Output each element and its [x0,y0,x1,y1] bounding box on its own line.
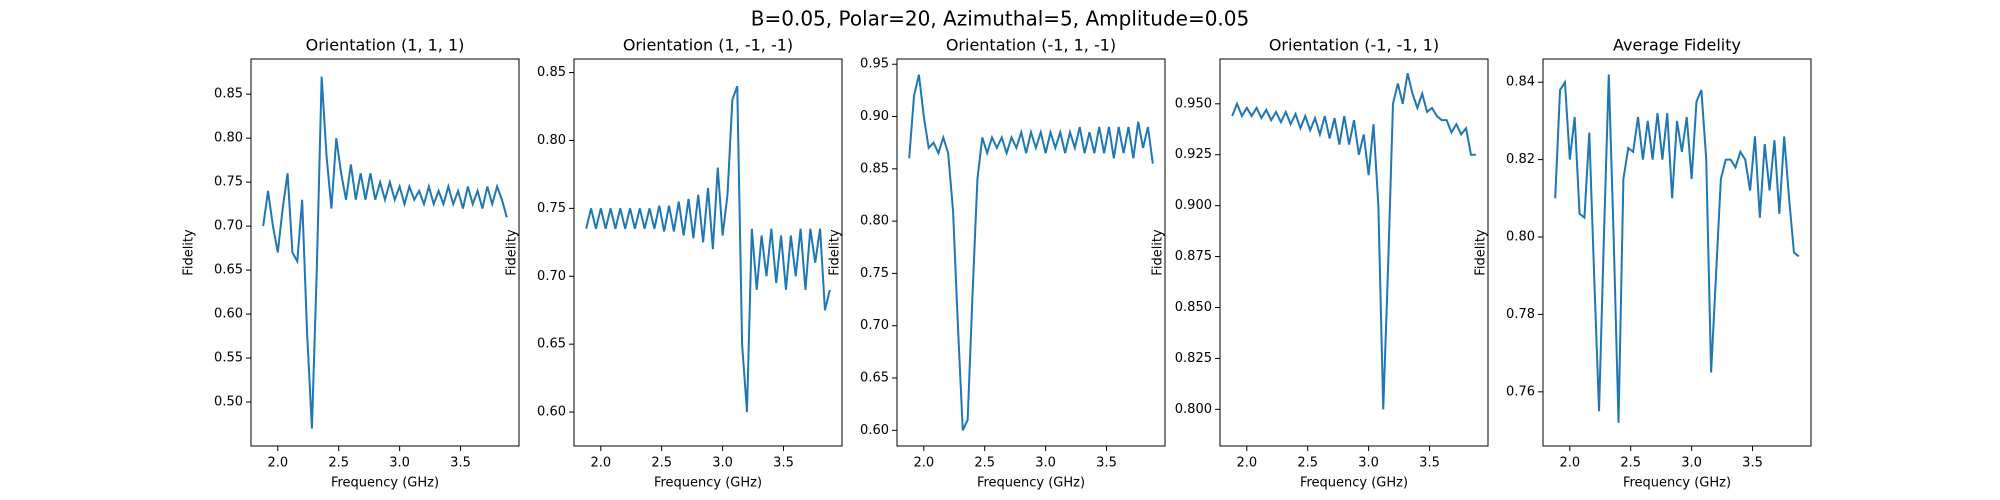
line [908,74,1154,431]
line [1231,73,1476,410]
x-axis-label: Frequency (GHz) [977,476,1085,491]
y-tick-label: 0.90 [860,109,889,124]
x-tick-label: 2.0 [1559,456,1580,471]
plot-frame [573,58,843,447]
y-tick-label: 0.85 [214,87,243,102]
plot-frame [250,58,520,447]
x-tick-label: 2.0 [1236,456,1257,471]
y-tick-label: 0.95 [860,57,889,72]
chart-title: Orientation (-1, 1, -1) [946,36,1116,55]
x-axis-label: Frequency (GHz) [1623,476,1731,491]
y-tick-label: 0.55 [214,351,243,366]
x-tick-label: 2.0 [913,456,934,471]
y-tick-label: 0.75 [214,175,243,190]
y-tick-label: 0.800 [1175,402,1212,417]
y-tick-label: 0.60 [860,423,889,438]
x-tick-label: 3.5 [450,456,471,471]
x-tick-label: 2.5 [328,456,349,471]
y-tick-label: 0.925 [1175,147,1212,162]
x-tick-label: 3.0 [1358,456,1379,471]
chart-title: Orientation (1, 1, 1) [306,36,465,55]
y-tick-label: 0.65 [860,371,889,386]
x-axis-label: Frequency (GHz) [1300,476,1408,491]
x-tick-label: 2.5 [974,456,995,471]
y-tick-label: 0.80 [1506,230,1535,245]
x-tick-label: 3.5 [1742,456,1763,471]
x-tick-label: 2.0 [267,456,288,471]
y-axis-label: Fidelity [1151,229,1166,276]
y-tick-label: 0.80 [537,133,566,148]
y-tick-label: 0.78 [1506,307,1535,322]
x-tick-label: 3.5 [1419,456,1440,471]
x-axis-label: Frequency (GHz) [331,476,439,491]
x-tick-label: 2.5 [651,456,672,471]
y-tick-label: 0.875 [1175,249,1212,264]
y-tick-label: 0.65 [537,337,566,352]
chart-title: Orientation (1, -1, -1) [623,36,793,55]
line [262,76,508,429]
x-tick-label: 3.0 [1681,456,1702,471]
figure-title: B=0.05, Polar=20, Azimuthal=5, Amplitude… [751,7,1249,31]
chart-title: Orientation (-1, -1, 1) [1269,36,1439,55]
x-tick-label: 2.0 [590,456,611,471]
y-tick-label: 0.60 [214,307,243,322]
x-tick-label: 3.5 [773,456,794,471]
y-tick-label: 0.75 [860,266,889,281]
y-tick-label: 0.825 [1175,351,1212,366]
y-tick-label: 0.60 [537,405,566,420]
x-tick-label: 3.0 [1035,456,1056,471]
y-axis-label: Fidelity [505,229,520,276]
x-axis-label: Frequency (GHz) [654,476,762,491]
y-tick-label: 0.82 [1506,152,1535,167]
y-axis-label: Fidelity [182,229,197,276]
x-tick-label: 3.5 [1096,456,1117,471]
chart-title: Average Fidelity [1613,36,1741,55]
x-tick-label: 3.0 [389,456,410,471]
plot-frame [1542,58,1812,447]
y-tick-label: 0.80 [860,214,889,229]
y-axis-label: Fidelity [1474,229,1489,276]
y-tick-label: 0.950 [1175,96,1212,111]
y-tick-label: 0.80 [214,131,243,146]
y-tick-label: 0.900 [1175,198,1212,213]
y-tick-label: 0.70 [214,219,243,234]
y-tick-label: 0.70 [537,269,566,284]
plot-frame [896,58,1166,447]
y-tick-label: 0.85 [537,65,566,80]
y-tick-label: 0.85 [860,161,889,176]
y-axis-label: Fidelity [828,229,843,276]
y-tick-label: 0.50 [214,395,243,410]
y-tick-label: 0.75 [537,201,566,216]
y-tick-label: 0.850 [1175,300,1212,315]
line [585,85,831,413]
line [1554,74,1800,423]
y-tick-label: 0.70 [860,318,889,333]
plot-frame [1219,58,1489,447]
x-tick-label: 2.5 [1297,456,1318,471]
y-tick-label: 0.76 [1506,384,1535,399]
x-tick-label: 3.0 [712,456,733,471]
x-tick-label: 2.5 [1620,456,1641,471]
y-tick-label: 0.84 [1506,75,1535,90]
y-tick-label: 0.65 [214,263,243,278]
